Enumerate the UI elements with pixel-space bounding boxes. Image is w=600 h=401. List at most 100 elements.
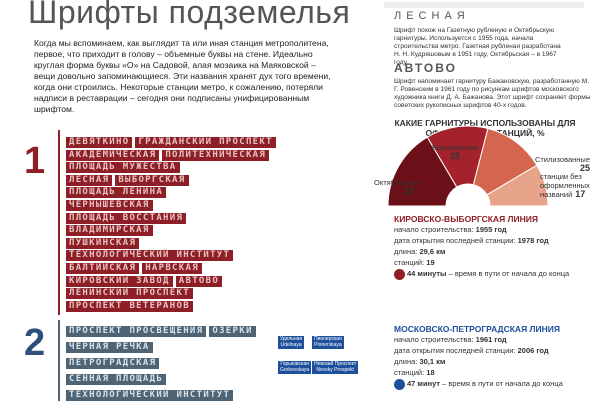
fact-value: 19 bbox=[426, 258, 435, 267]
sign-ru: Горьковская bbox=[280, 361, 309, 367]
time-label: – время в пути от начала до конца bbox=[442, 379, 563, 388]
station-row: ЛЕСНАЯ ВЫБОРГСКАЯ bbox=[66, 174, 189, 186]
sign-ru: Невский Проспект bbox=[314, 361, 357, 367]
station-row: АКАДЕМИЧЕСКАЯ ПОЛИТЕХНИЧЕСКАЯ bbox=[66, 149, 270, 161]
font-text: Шрифт напоминает гарнитуру Бажановскую, … bbox=[394, 78, 591, 109]
station-name: ДЕВЯТКИНО bbox=[66, 137, 133, 148]
station-row: ПУШКИНСКАЯ bbox=[66, 237, 140, 249]
clock-icon bbox=[394, 378, 405, 390]
slice-name: Стилизованные bbox=[534, 155, 590, 164]
station-row: ТЕХНОЛОГИЧЕСКИЙ ИНСТИТУТ bbox=[66, 390, 234, 401]
font-sample bbox=[384, 2, 584, 8]
time-value: 44 минуты bbox=[407, 269, 447, 278]
station-name: ПРОСПЕКТ ВЕТЕРАНОВ bbox=[66, 300, 193, 312]
sign-ru: Удельная bbox=[280, 336, 303, 342]
fact: дата открытия последней станции: 2006 го… bbox=[394, 345, 594, 356]
sign-en: Nevsky Prospekt bbox=[316, 366, 354, 373]
fact-label: длина: bbox=[394, 357, 418, 366]
fact-label: станций: bbox=[394, 258, 425, 267]
fact: начало строительства: 1961 год bbox=[394, 334, 594, 345]
fact: длина: 29,6 км bbox=[394, 246, 594, 257]
station-row: ПРОСПЕКТ ПРОСВЕЩЕНИЯ ОЗЕРКИ bbox=[66, 326, 256, 337]
fact-value: 29,6 км bbox=[419, 247, 446, 256]
station-name: ЛЕСНАЯ bbox=[66, 174, 113, 186]
metro-line: КИРОВСКО-ВЫБОРГСКАЯ ЛИНИЯ начало строител… bbox=[394, 214, 594, 280]
station-sign: Пионерская Pionerskaya bbox=[312, 336, 344, 349]
station-sign: Горьковская Gorkovskaya bbox=[278, 361, 312, 374]
fact-label: длина: bbox=[394, 247, 418, 256]
pie-slice bbox=[486, 164, 549, 207]
station-name: НАРВСКАЯ bbox=[142, 263, 202, 274]
fact-label: станций: bbox=[394, 368, 425, 377]
fact: дата открытия последней станции: 1978 го… bbox=[394, 235, 594, 246]
station-name: ПЛОЩАДЬ ЛЕНИНА bbox=[66, 187, 167, 199]
station-name: КИРОВСКИЙ ЗАВОД bbox=[66, 275, 173, 287]
font-text: Шрифт похож на Газетную рубленую и Октяб… bbox=[394, 27, 561, 66]
pie-slice bbox=[387, 136, 458, 207]
station-name: БАЛТИЙСКАЯ bbox=[66, 263, 140, 274]
time-label: – время в пути от начала до конца bbox=[448, 269, 570, 278]
sign-ru: Пионерская bbox=[314, 336, 342, 342]
divider bbox=[58, 130, 60, 315]
metro-line: МОСКОВСКО-ПЕТРОГРАДСКАЯ ЛИНИЯ начало стро… bbox=[394, 324, 594, 390]
fact-value: 2006 год bbox=[517, 346, 549, 355]
station-name: АКАДЕМИЧЕСКАЯ bbox=[66, 149, 160, 161]
slice-name: Октябрьская bbox=[374, 178, 419, 187]
station-sign: Невский Проспект Nevsky Prospekt bbox=[312, 361, 359, 374]
station-row: КИРОВСКИЙ ЗАВОД АВТОВО bbox=[66, 275, 223, 287]
clock-icon bbox=[394, 268, 405, 280]
station-name: СЕННАЯ ПЛОЩАДЬ bbox=[66, 374, 167, 385]
station-name: ОЗЕРКИ bbox=[209, 326, 256, 337]
intro: Когда мы вспоминаем, как выглядит та или… bbox=[34, 38, 331, 114]
title: Шрифты подземелья bbox=[28, 0, 351, 30]
station-name: ПЕТРОГРАДСКАЯ bbox=[66, 358, 160, 369]
station-row: ПЛОЩАДЬ ВОССТАНИЯ bbox=[66, 212, 187, 224]
travel-time: 44 минуты – время в пути от начала до ко… bbox=[394, 268, 594, 280]
fact: станций: 18 bbox=[394, 367, 594, 378]
slice-value: 25 bbox=[449, 151, 460, 161]
fact: станций: 19 bbox=[394, 257, 594, 268]
line-name: МОСКОВСКО-ПЕТРОГРАДСКАЯ ЛИНИЯ bbox=[394, 324, 560, 334]
station-name: ТЕХНОЛОГИЧЕСКИЙ ИНСТИТУТ bbox=[66, 390, 234, 401]
station-name: ЧЕРНЫШЕВСКАЯ bbox=[66, 200, 153, 211]
station-name: ВЫБОРГСКАЯ bbox=[115, 174, 189, 186]
slice-name: Бажановская bbox=[432, 143, 478, 152]
station-row: ПЛОЩАДЬ МУЖЕСТВА bbox=[66, 162, 180, 174]
station-sign: Удельная Udelnaya bbox=[278, 336, 305, 349]
fact-label: дата открытия последней станции: bbox=[394, 236, 516, 245]
time-value: 47 минут bbox=[407, 379, 441, 388]
slice-label: Октябрьская 33 bbox=[374, 178, 419, 196]
slice-value: 33 bbox=[403, 186, 414, 196]
station-name: ПЛОЩАДЬ МУЖЕСТВА bbox=[66, 162, 180, 174]
fact-value: 30,1 км bbox=[419, 357, 446, 366]
slice-name: станции без оформленных названий bbox=[540, 172, 590, 199]
station-name: ГРАЖДАНСКИЙ ПРОСПЕКТ bbox=[135, 137, 276, 148]
slice-label: Стилизованные 25 bbox=[530, 155, 590, 173]
station-row: БАЛТИЙСКАЯ НАРВСКАЯ bbox=[66, 263, 202, 274]
line-name: КИРОВСКО-ВЫБОРГСКАЯ ЛИНИЯ bbox=[394, 214, 538, 224]
fact-label: дата открытия последней станции: bbox=[394, 346, 516, 355]
station-name: АВТОВО bbox=[175, 275, 223, 287]
travel-time: 47 минут – время в пути от начала до кон… bbox=[394, 378, 594, 390]
fact-value: 1961 год bbox=[475, 335, 507, 344]
station-row: ЧЕРНЫШЕВСКАЯ bbox=[66, 200, 153, 211]
station-name: ВЛАДИМИРСКАЯ bbox=[66, 225, 153, 237]
fact: длина: 30,1 км bbox=[394, 356, 594, 367]
slice-value: 25 bbox=[579, 163, 590, 173]
divider bbox=[58, 320, 60, 401]
line-number: 1 bbox=[24, 140, 46, 182]
sign-en: Pionerskaya bbox=[314, 341, 342, 348]
slice-label: Бажановская 25 bbox=[430, 143, 480, 161]
fact: начало строительства: 1955 год bbox=[394, 224, 594, 235]
station-name: ТЕХНОЛОГИЧЕСКИЙ ИНСТИТУТ bbox=[66, 250, 234, 262]
station-row: ЛЕНИНСКИЙ ПРОСПЕКТ bbox=[66, 288, 193, 300]
fact-value: 18 bbox=[426, 368, 435, 377]
station-name: ПОЛИТЕХНИЧЕСКАЯ bbox=[162, 149, 270, 161]
font-name: ЛЕСНАЯ bbox=[394, 10, 470, 22]
station-name: ЛЕНИНСКИЙ ПРОСПЕКТ bbox=[66, 288, 193, 300]
station-row: ПЛОЩАДЬ ЛЕНИНА bbox=[66, 187, 167, 199]
station-row: ДЕВЯТКИНО ГРАЖДАНСКИЙ ПРОСПЕКТ bbox=[66, 137, 276, 148]
station-row: ПЕТРОГРАДСКАЯ bbox=[66, 358, 160, 369]
